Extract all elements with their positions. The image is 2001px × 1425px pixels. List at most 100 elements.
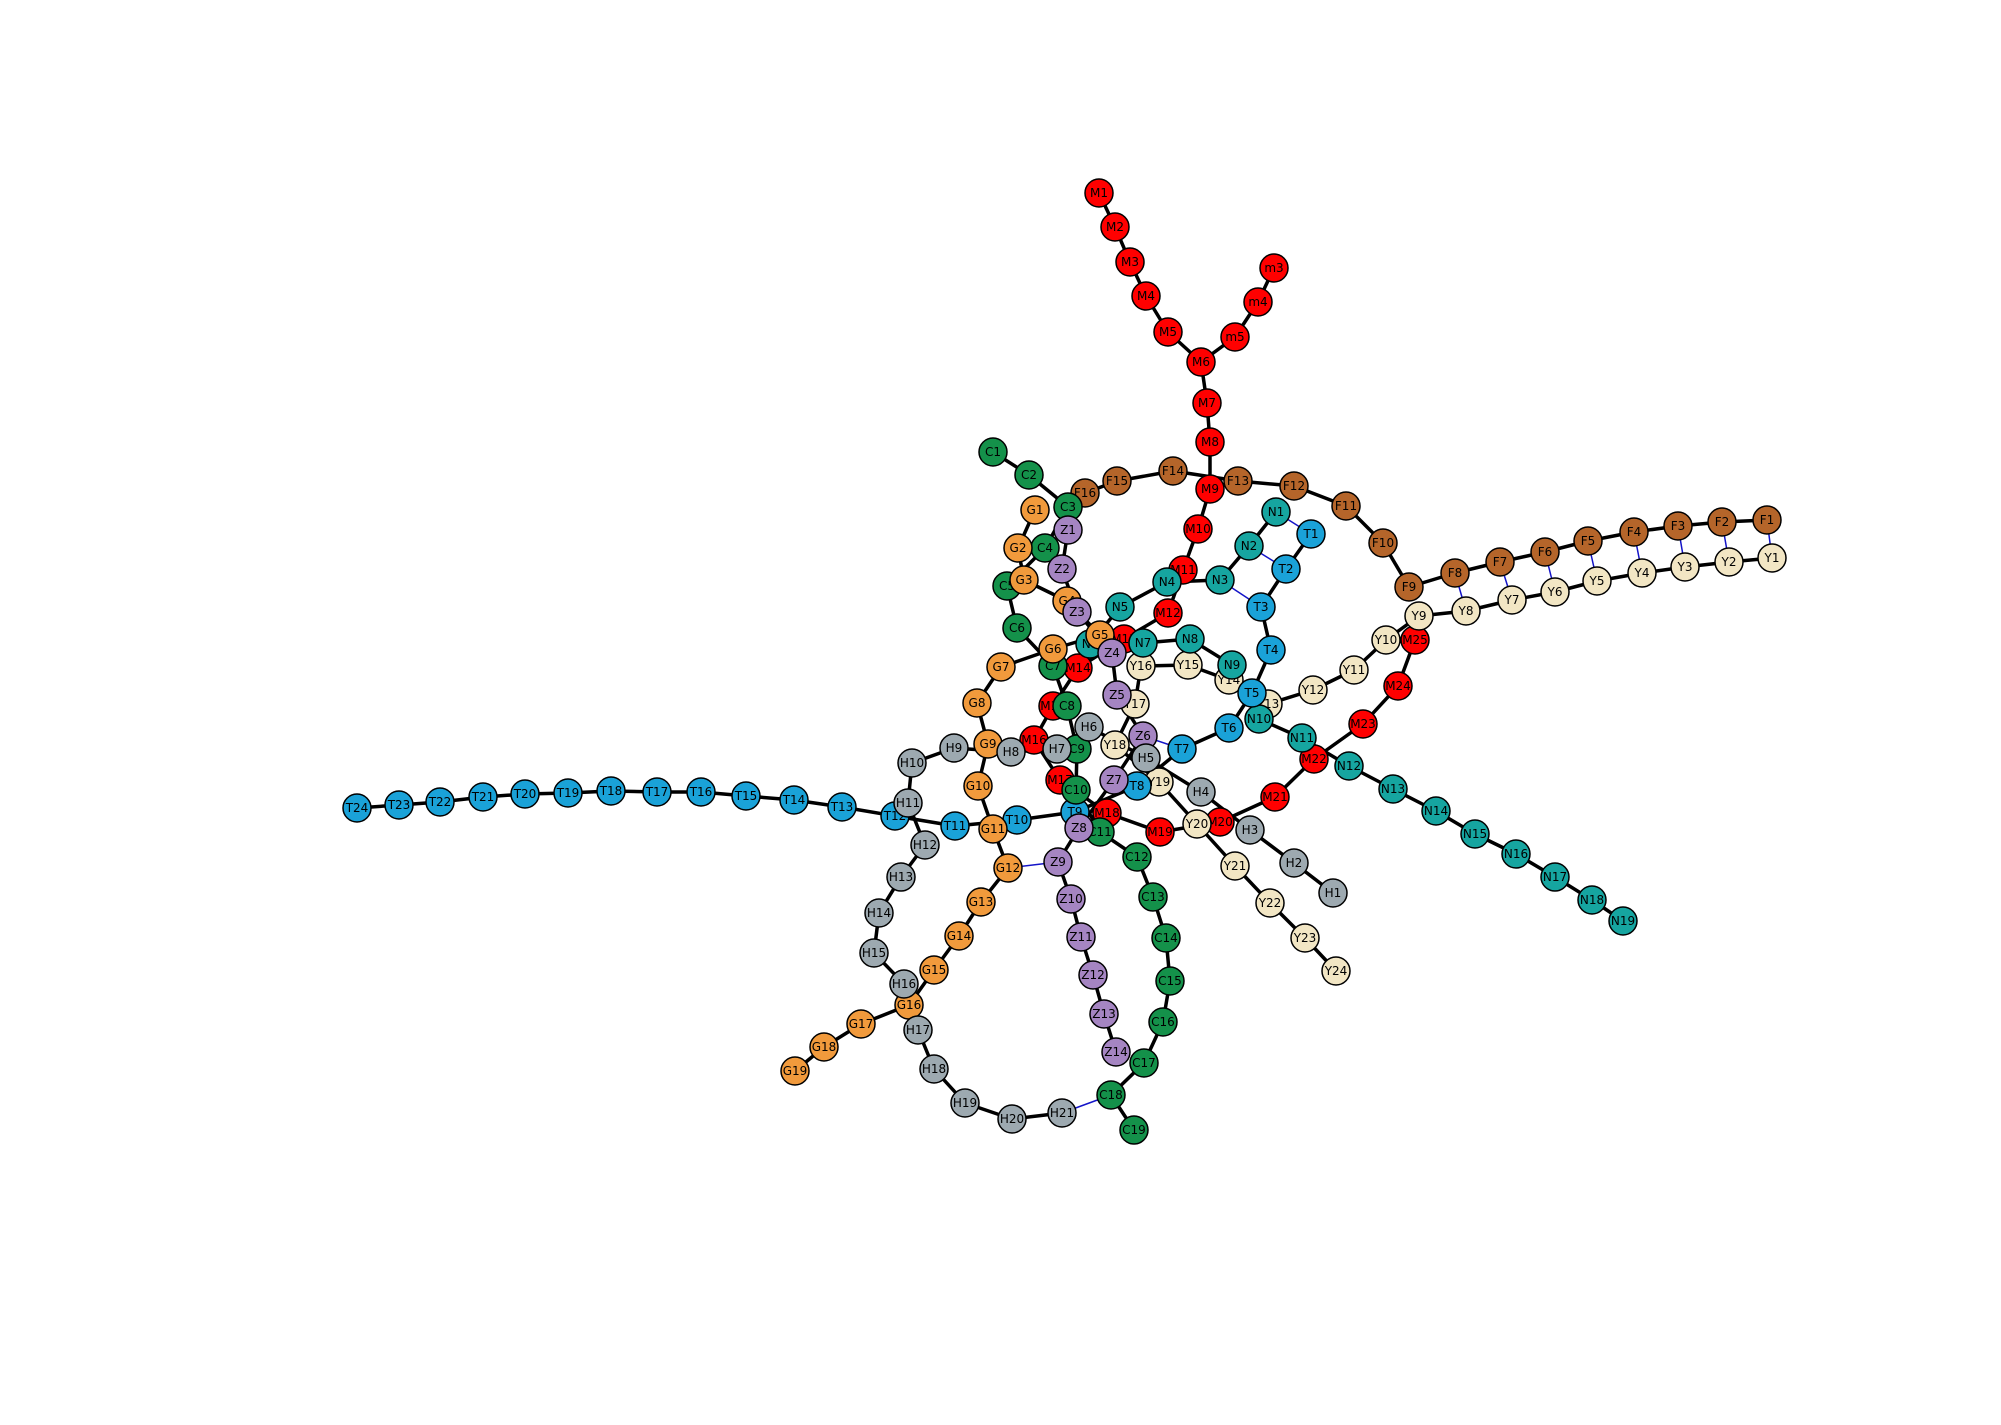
node-label: T3 [1253, 600, 1269, 614]
node-circle [1573, 526, 1603, 556]
node-label: N5 [1112, 600, 1129, 614]
node-circle [1608, 906, 1638, 936]
node-label: Y18 [1103, 738, 1127, 752]
node-T24: T24 [342, 793, 372, 823]
node-circle [1047, 554, 1077, 584]
node-label: H20 [1000, 1112, 1024, 1126]
node-circle [1223, 466, 1253, 496]
node-label: M16 [1021, 733, 1047, 747]
node-T15: T15 [731, 781, 761, 811]
node-circle [939, 733, 969, 763]
node-circle [940, 811, 970, 841]
node-circle [1138, 882, 1168, 912]
node-m3: m3 [1259, 253, 1289, 283]
node-label: T7 [1174, 742, 1190, 756]
node-label: N3 [1212, 573, 1229, 587]
node-G3: G3 [1009, 565, 1039, 595]
node-label: F8 [1448, 566, 1463, 580]
node-label: G14 [947, 929, 972, 943]
node-label: Y21 [1223, 859, 1247, 873]
node-T8: T8 [1122, 771, 1152, 801]
node-label: M18 [1094, 806, 1120, 820]
node-label: H11 [896, 796, 920, 810]
node-T17: T17 [642, 777, 672, 807]
node-label: Y15 [1176, 658, 1200, 672]
node-Y16: Y16 [1126, 651, 1156, 681]
node-M8: M8 [1195, 427, 1225, 457]
node-C9: C9 [1062, 734, 1092, 764]
node-Z13: Z13 [1089, 999, 1119, 1029]
node-label: G16 [897, 998, 922, 1012]
node-label: H5 [1138, 751, 1155, 765]
node-C13: C13 [1138, 882, 1168, 912]
node-label: H13 [889, 870, 913, 884]
node-circle [1255, 888, 1285, 918]
node-circle [1757, 543, 1787, 573]
node-circle [1348, 709, 1378, 739]
node-F13: F13 [1223, 466, 1253, 496]
node-circle [1102, 466, 1132, 496]
node-T1: T1 [1296, 519, 1326, 549]
node-label: N1 [1268, 505, 1285, 519]
node-circle [1038, 634, 1068, 664]
node-circle [978, 437, 1008, 467]
node-Z14: Z14 [1101, 1037, 1131, 1067]
node-label: G12 [996, 861, 1021, 875]
node-Z11: Z11 [1066, 922, 1096, 952]
node-N1: N1 [1261, 497, 1291, 527]
node-circle [1205, 565, 1235, 595]
node-label: Z5 [1109, 688, 1125, 702]
node-Y1: Y1 [1757, 543, 1787, 573]
node-G19: G19 [780, 1056, 810, 1086]
node-label: H10 [900, 756, 924, 770]
node-F6: F6 [1530, 537, 1560, 567]
node-label: T24 [345, 801, 369, 815]
node-C14: C14 [1151, 923, 1181, 953]
node-circle [1009, 565, 1039, 595]
node-circle [1279, 848, 1309, 878]
node-F2: F2 [1707, 507, 1737, 537]
node-circle [962, 688, 992, 718]
node-circle [1394, 572, 1424, 602]
node-label: C1 [985, 445, 1001, 459]
node-circle [1052, 691, 1082, 721]
node-label: C11 [1088, 825, 1112, 839]
node-circle [950, 1088, 980, 1118]
node-circle [1084, 178, 1114, 208]
node-circle [553, 778, 583, 808]
node-circle [1148, 1007, 1178, 1037]
node-circle [1246, 592, 1276, 622]
node-N11: N11 [1287, 723, 1317, 753]
node-circle [1152, 567, 1182, 597]
node-F9: F9 [1394, 572, 1424, 602]
node-F1: F1 [1752, 505, 1782, 535]
node-N9: N9 [1217, 650, 1247, 680]
node-label: M24 [1385, 679, 1411, 693]
node-label: C6 [1009, 621, 1025, 635]
node-label: G18 [812, 1040, 837, 1054]
node-circle [1714, 547, 1744, 577]
node-H19: H19 [950, 1088, 980, 1118]
node-label: M1 [1090, 186, 1108, 200]
node-label: F4 [1627, 525, 1642, 539]
node-label: T6 [1221, 721, 1237, 735]
node-circle [1261, 497, 1291, 527]
node-H21: H21 [1047, 1098, 1077, 1128]
node-circle [1155, 966, 1185, 996]
node-label: T14 [782, 793, 806, 807]
node-circle [846, 1009, 876, 1039]
node-Y9: Y9 [1404, 601, 1434, 631]
node-circle [1186, 777, 1216, 807]
node-label: T19 [556, 786, 580, 800]
node-circle [993, 853, 1023, 883]
node-label: Z14 [1104, 1045, 1128, 1059]
node-label: G6 [1045, 642, 1062, 656]
node-G6: G6 [1038, 634, 1068, 664]
node-label: M25 [1402, 633, 1428, 647]
node-label: C10 [1064, 783, 1088, 797]
node-label: C13 [1141, 890, 1165, 904]
node-F4: F4 [1619, 517, 1649, 547]
node-circle [1158, 456, 1188, 486]
node-m4: m4 [1243, 287, 1273, 317]
node-circle [468, 782, 498, 812]
